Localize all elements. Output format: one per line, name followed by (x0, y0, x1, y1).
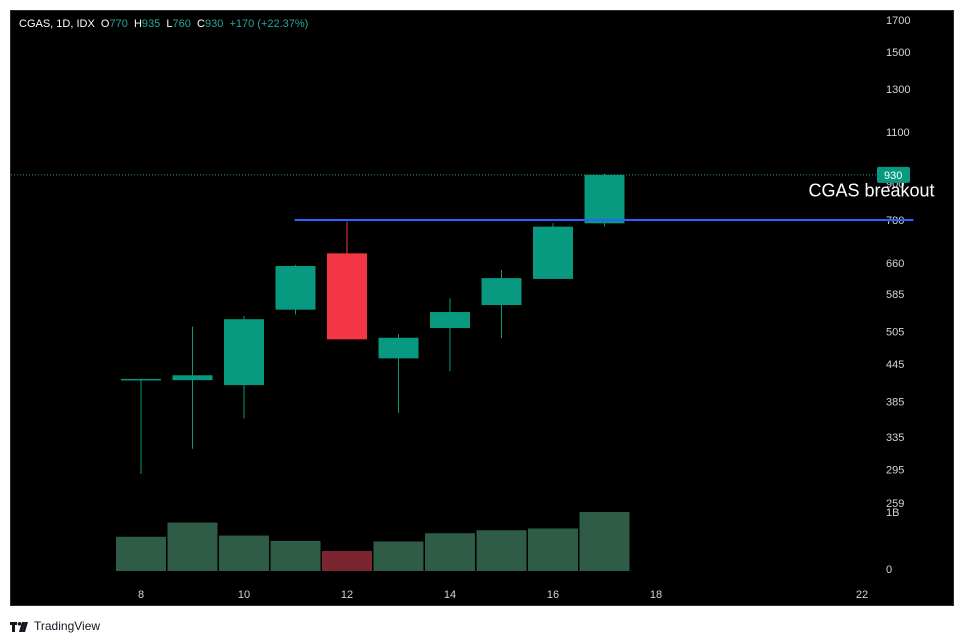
volume-bar (476, 530, 527, 571)
volume-bar (322, 550, 372, 571)
candle-body (584, 174, 625, 224)
y-tick-label: 1300 (886, 84, 910, 96)
candle-body (172, 375, 213, 381)
annotation-text: CGAS breakout (809, 180, 935, 200)
legend-symbol: CGAS, 1D, IDX (19, 18, 95, 30)
y-tick-label: 1100 (886, 127, 910, 139)
candle-body (327, 253, 367, 340)
footer: TradingView (10, 616, 100, 636)
volume-bar (579, 511, 630, 571)
legend-low-value: 760 (172, 18, 191, 30)
y-tick-label: 335 (886, 432, 904, 444)
candle-body (378, 337, 419, 359)
candle-body (224, 319, 264, 386)
volume-bar (116, 536, 166, 571)
legend-low-label: L (166, 18, 173, 30)
x-tick-label: 8 (138, 589, 144, 601)
y-tick-label: 1500 (886, 47, 910, 59)
x-tick-label: 12 (341, 589, 353, 601)
x-tick-label: 10 (238, 589, 250, 601)
x-tick-label: 22 (856, 589, 868, 601)
volume-bar (270, 540, 321, 571)
y-tick-label: 385 (886, 396, 904, 408)
volume-bar (167, 522, 218, 571)
candle-body (275, 266, 316, 310)
legend-open-label: O (100, 18, 110, 30)
last-price-badge (877, 166, 910, 183)
candle-body (121, 378, 161, 381)
ohlc-legend: CGAS, 1D, IDX O770 H935 L760 C930 +170 (… (19, 18, 308, 30)
y-tick-label: 445 (886, 359, 904, 371)
candle-body (481, 278, 522, 306)
y-tick-label: 505 (886, 327, 904, 339)
x-tick-label: 18 (650, 589, 662, 601)
chart[interactable]: 1700150013001100900780660585505445385335… (11, 11, 954, 606)
volume-bar (373, 541, 424, 571)
candle-body (533, 226, 573, 279)
volume-bar (219, 535, 269, 571)
x-tick-label: 14 (444, 589, 456, 601)
legend-close-label: C (197, 18, 205, 30)
candle-body (430, 312, 470, 329)
legend-high-value: 935 (141, 18, 161, 30)
volume-bar (528, 528, 578, 571)
tradingview-logo-icon (10, 621, 28, 632)
y-tick-label: 259 (886, 498, 904, 510)
legend-change: +170 (+22.37%) (229, 18, 309, 30)
chart-frame[interactable]: 1700150013001100900780660585505445385335… (10, 10, 954, 606)
x-tick-label: 16 (547, 589, 559, 601)
volume-zero-label: 0 (886, 564, 892, 576)
volume-max-label: 1B (886, 507, 899, 519)
y-tick-label: 585 (886, 289, 904, 301)
legend-open-value: 770 (109, 18, 128, 30)
volume-bar (425, 533, 475, 571)
y-tick-label: 1700 (886, 15, 910, 27)
last-price-label: 930 (884, 170, 902, 182)
legend-close-value: 930 (204, 18, 224, 30)
legend-high-label: H (133, 18, 142, 30)
y-tick-label: 295 (886, 465, 904, 477)
footer-brand[interactable]: TradingView (34, 619, 101, 633)
y-tick-label: 660 (886, 258, 904, 270)
